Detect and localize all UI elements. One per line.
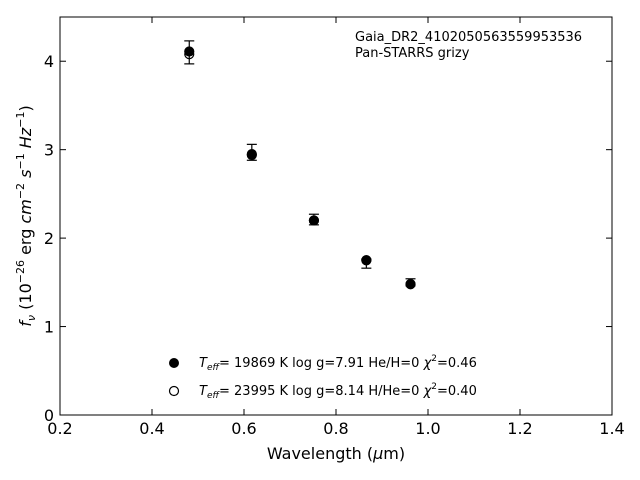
model-point-open: [361, 255, 372, 266]
x-tick-label: 0.4: [139, 419, 164, 438]
model-point-open: [308, 215, 320, 226]
y-axis-ticks: 0 1 2 3 4: [44, 52, 612, 425]
model-point-open: [246, 149, 257, 161]
model-point-open: [184, 49, 195, 60]
x-tick-label: 0.6: [231, 419, 256, 438]
annotation-line-2: Pan-STARRS grizy: [355, 46, 470, 61]
x-axis-label: Wavelength (μm): [267, 444, 405, 463]
legend-entry-2: Teff= 23995 K log g=8.14 H/He=0 χ2=0.40: [199, 382, 477, 401]
x-tick-label: 1.2: [507, 419, 532, 438]
y-tick-label: 4: [44, 52, 54, 71]
plot-area: [184, 40, 416, 290]
x-tick-label: 0.8: [323, 419, 348, 438]
legend: Teff= 19869 K log g=7.91 He/H=0 χ2=0.46 …: [168, 354, 477, 401]
y-axis-label: fν (10−26 erg cm−2 s−1 Hz−1): [14, 105, 38, 326]
y-tick-label: 0: [44, 406, 54, 425]
annotation-line-1: Gaia_DR2_4102050563559953536: [355, 30, 582, 45]
legend-marker-filled: [169, 358, 179, 368]
x-axis-ticks: 0.2 0.4 0.6 0.8 1.0 1.2 1.4: [47, 17, 625, 438]
y-tick-label: 1: [44, 318, 54, 337]
y-tick-label: 3: [44, 141, 54, 160]
x-tick-label: 0.2: [47, 419, 72, 438]
legend-entry-1: Teff= 19869 K log g=7.91 He/H=0 χ2=0.46: [199, 354, 477, 373]
model-point-open: [405, 279, 416, 290]
x-tick-label: 1.0: [415, 419, 440, 438]
x-tick-label: 1.4: [599, 419, 624, 438]
model-point-filled: [184, 46, 195, 57]
legend-marker-open: [168, 385, 180, 397]
y-tick-label: 2: [44, 229, 54, 248]
